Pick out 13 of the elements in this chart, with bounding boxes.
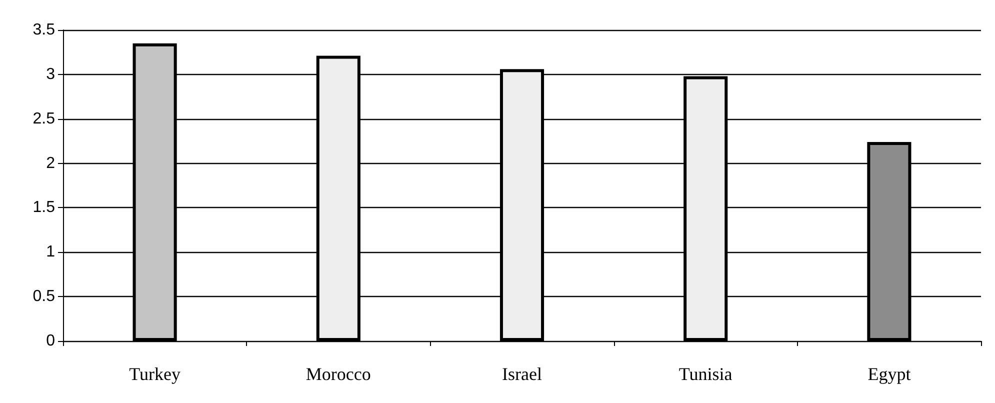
y-tick-label: 2	[46, 154, 56, 172]
x-tick-label: Morocco	[306, 364, 371, 384]
y-tick-label: 0.5	[32, 288, 56, 306]
y-tick-label: 3.5	[32, 22, 56, 38]
x-tick-label: Egypt	[868, 364, 911, 384]
y-tick-label: 2.5	[32, 110, 56, 128]
y-tick-label: 1	[46, 244, 56, 261]
x-tick-label: Tunisia	[678, 364, 732, 384]
y-tick-label: 3	[46, 66, 56, 83]
x-tick-label: Turkey	[129, 364, 180, 384]
y-tick-label: 0	[46, 332, 56, 350]
x-tick-label: Israel	[502, 364, 542, 384]
y-tick-label: 1.5	[32, 199, 56, 216]
